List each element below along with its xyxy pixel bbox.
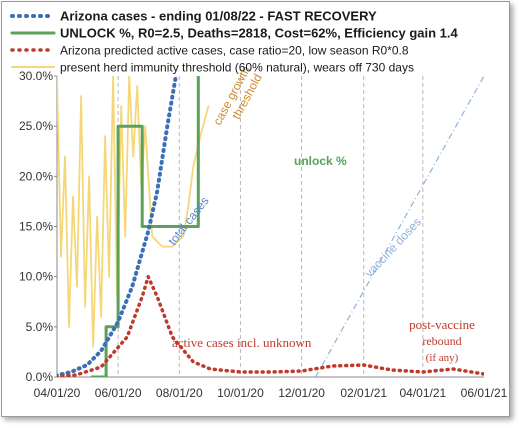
series-layer: [57, 76, 484, 377]
unlock-label: unlock %: [294, 154, 347, 168]
y-tick-label: 5.0%: [26, 320, 54, 334]
y-tick-label: 0.0%: [26, 370, 54, 384]
cases-series-line: [57, 76, 178, 377]
axis-layer: 04/01/20 06/01/20 08/01/20 10/01/20 12/01/20…: [19, 69, 508, 400]
legend-label: UNLOCK %, R0=2.5, Deaths=2818, Cost=62%,…: [60, 26, 459, 41]
herd-threshold-series-line: [57, 76, 210, 348]
x-tick-label: 10/01/20: [217, 386, 264, 400]
x-tick-label: 06/01/21: [461, 386, 508, 400]
y-tick-label: 30.0%: [19, 69, 53, 83]
x-tick-label: 04/01/21: [399, 386, 446, 400]
legend-label: Arizona predicted active cases, case rat…: [60, 44, 409, 58]
x-tick-label: 08/01/20: [156, 386, 203, 400]
chart-frame: 04/01/20 06/01/20 08/01/20 10/01/20 12/01/20…: [1, 1, 510, 417]
x-tick-label: 02/01/21: [340, 386, 387, 400]
post-vaccine-rebound-label-line2: rebound: [422, 334, 461, 348]
active-cases-series-line: [57, 274, 484, 377]
vaccine-doses-label: vaccine doses: [362, 215, 424, 280]
y-tick-label: 10.0%: [19, 270, 53, 284]
y-tick-label: 20.0%: [19, 169, 53, 183]
x-tick-label: 06/01/20: [95, 386, 142, 400]
x-tick-label: 04/01/20: [34, 386, 81, 400]
legend-label: present herd immunity threshold (60% nat…: [60, 61, 414, 75]
legend-label: Arizona cases - ending 01/08/22 - FAST R…: [60, 9, 377, 24]
y-tick-label: 25.0%: [19, 119, 53, 133]
legend-layer: Arizona cases - ending 01/08/22 - FAST R…: [10, 9, 459, 75]
vaccine-doses-series-line: [315, 76, 484, 377]
post-vaccine-rebound-label-line3: (if any): [426, 352, 459, 364]
x-tick-label: 12/01/20: [278, 386, 325, 400]
post-vaccine-rebound-label-line1: post-vaccine: [409, 317, 475, 332]
active-cases-label: active cases incl. unknown: [172, 335, 312, 350]
chart: 04/01/20 06/01/20 08/01/20 10/01/20 12/01/20…: [10, 9, 508, 400]
y-tick-label: 15.0%: [19, 220, 53, 234]
